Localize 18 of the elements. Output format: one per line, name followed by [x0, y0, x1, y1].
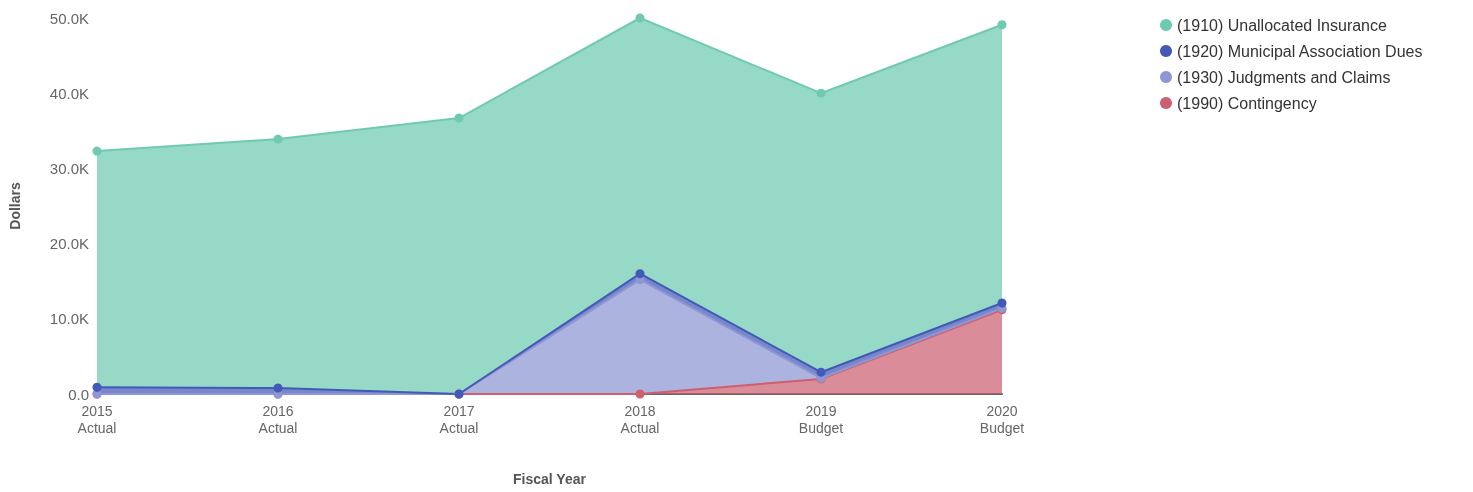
x-axis-title: Fiscal Year — [513, 471, 587, 487]
x-tick-label: 2018 Actual — [620, 402, 660, 436]
legend-label: (1910) Unallocated Insurance — [1177, 16, 1388, 34]
x-tick-label: 2019 Budget — [798, 402, 844, 436]
y-tick-label: 10.0K — [49, 310, 89, 328]
x-tick-label: 2020 Budget — [979, 402, 1025, 436]
x-tick-label: 2017 Actual — [439, 402, 479, 436]
y-tick-label: 20.0K — [49, 235, 89, 253]
y-tick-label: 40.0K — [49, 84, 89, 102]
x-tick-label: 2015 Actual — [77, 402, 117, 436]
y-tick-label: 50.0K — [49, 9, 89, 27]
x-tick-label: 2016 Actual — [258, 402, 298, 436]
y-tick-label: 0.0 — [68, 385, 89, 403]
legend-label: (1930) Judgments and Claims — [1177, 68, 1391, 86]
legend-label: (1920) Municipal Association Dues — [1177, 42, 1423, 60]
y-tick-label: 30.0K — [49, 159, 89, 177]
legend-label: (1990) Contingency — [1177, 94, 1317, 112]
y-axis-title: Dollars — [7, 182, 23, 230]
